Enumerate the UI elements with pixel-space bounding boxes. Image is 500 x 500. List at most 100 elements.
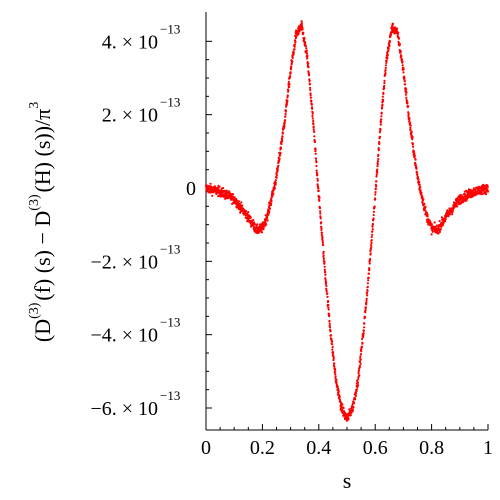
data-point — [246, 212, 249, 215]
data-point — [365, 301, 368, 304]
data-point — [351, 409, 354, 412]
data-point — [333, 368, 337, 371]
data-point — [319, 212, 322, 215]
data-point — [308, 82, 311, 85]
data-point — [360, 348, 363, 351]
data-point — [310, 102, 313, 106]
y-tick-exponent: −13 — [160, 95, 180, 110]
data-point — [420, 191, 423, 194]
data-point — [447, 215, 450, 218]
data-point — [333, 362, 336, 365]
data-point — [312, 128, 315, 131]
data-point — [378, 142, 381, 145]
data-point — [324, 271, 327, 274]
data-point — [267, 213, 270, 216]
data-point — [280, 137, 284, 140]
data-point — [379, 121, 382, 124]
data-point — [413, 156, 416, 159]
data-point — [313, 135, 316, 138]
data-point — [284, 115, 287, 118]
data-point — [379, 128, 382, 131]
data-point — [321, 241, 324, 244]
data-point — [374, 191, 377, 194]
data-point — [337, 390, 340, 393]
data-point — [482, 189, 485, 192]
data-point — [245, 210, 248, 213]
data-point — [316, 177, 319, 180]
data-point — [362, 332, 365, 335]
data-point — [366, 282, 369, 285]
data-point — [381, 103, 384, 106]
data-point — [274, 179, 277, 182]
data-point — [409, 122, 412, 125]
data-point — [319, 210, 322, 213]
y-axis-title-spacer — [30, 100, 55, 102]
data-point — [249, 216, 252, 219]
data-point — [322, 250, 325, 253]
data-point — [270, 200, 273, 203]
data-point — [366, 294, 369, 297]
data-point — [370, 235, 373, 238]
data-point — [333, 365, 336, 368]
data-point — [374, 187, 377, 190]
data-point — [366, 289, 369, 292]
data-point — [209, 182, 212, 185]
data-point — [451, 209, 454, 212]
data-point — [309, 86, 312, 89]
data-point — [484, 193, 488, 196]
data-point — [276, 170, 279, 173]
data-point — [425, 211, 429, 214]
data-point — [288, 85, 291, 88]
data-point — [385, 59, 388, 62]
data-point — [323, 268, 326, 271]
data-point — [412, 150, 415, 153]
data-point — [380, 112, 383, 115]
data-point — [380, 106, 384, 109]
data-point — [486, 190, 490, 193]
data-point — [388, 44, 391, 47]
data-point — [222, 187, 225, 190]
data-point — [383, 87, 386, 90]
data-point — [253, 221, 256, 224]
y-axis-title-part: (D — [30, 319, 55, 342]
data-point — [407, 105, 410, 108]
data-point — [322, 257, 326, 260]
data-point — [430, 223, 433, 226]
data-point — [301, 28, 304, 31]
data-point — [370, 244, 373, 247]
data-point — [352, 406, 355, 409]
data-point — [321, 236, 324, 239]
data-point — [321, 239, 324, 242]
y-tick-label: −2. × 10 — [90, 251, 158, 273]
data-point — [426, 213, 429, 216]
data-point — [315, 161, 318, 164]
data-point — [369, 252, 372, 255]
x-tick-label: 0.6 — [363, 437, 388, 459]
data-point — [415, 171, 419, 174]
data-point — [235, 199, 238, 202]
data-point — [419, 189, 422, 192]
data-point — [370, 239, 373, 242]
data-point — [383, 81, 386, 85]
data-point — [338, 395, 341, 398]
data-point — [361, 341, 364, 344]
data-point — [300, 22, 303, 25]
data-point — [217, 195, 220, 198]
data-point — [314, 152, 317, 155]
data-point — [256, 223, 259, 226]
data-point — [401, 64, 404, 67]
data-point — [289, 68, 293, 71]
data-point — [334, 377, 337, 380]
data-point — [303, 37, 306, 40]
data-point — [280, 147, 283, 150]
data-point — [278, 154, 282, 157]
data-point — [302, 31, 305, 35]
data-point — [331, 343, 334, 346]
data-point — [363, 326, 366, 329]
data-point — [415, 167, 418, 170]
data-point — [439, 228, 442, 231]
data-point — [448, 207, 451, 210]
data-point — [320, 227, 323, 230]
data-point — [421, 196, 424, 199]
data-point — [391, 22, 395, 26]
